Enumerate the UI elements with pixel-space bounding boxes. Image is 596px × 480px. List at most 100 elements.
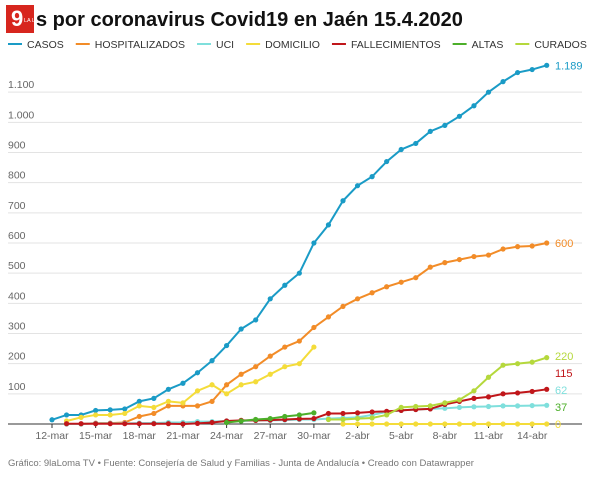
data-point (296, 338, 302, 344)
data-point (456, 397, 462, 403)
data-point (151, 395, 157, 401)
x-tick-label: 12-mar (35, 430, 69, 442)
x-tick-label: 27-mar (254, 430, 288, 442)
data-point (471, 103, 477, 109)
data-point (529, 388, 535, 395)
data-point (398, 404, 404, 411)
data-point (500, 246, 506, 252)
x-tick-label: 8-abr (433, 430, 458, 442)
data-point (354, 410, 361, 416)
legend-label: CURADOS (534, 39, 587, 51)
logo-box (6, 5, 34, 33)
data-point (209, 358, 215, 364)
data-point (413, 140, 419, 147)
data-point (151, 410, 157, 417)
legend-label: DOMICILIO (265, 39, 320, 51)
legend-label: ALTAS (472, 39, 504, 51)
data-point (325, 222, 332, 228)
data-point (224, 391, 230, 397)
data-point (253, 317, 259, 323)
data-point (500, 391, 506, 397)
data-point (485, 394, 492, 400)
data-point (427, 403, 433, 409)
data-point (544, 386, 550, 392)
data-point (136, 403, 142, 409)
data-point (267, 296, 273, 302)
y-tick-label: 400 (8, 290, 26, 302)
data-point (325, 416, 332, 423)
legend-label: HOSPITALIZADOS (95, 39, 185, 51)
end-label: 37 (555, 402, 567, 414)
data-point (500, 421, 506, 427)
data-point (529, 402, 535, 409)
data-point (544, 240, 550, 246)
data-point (224, 419, 230, 426)
data-point (311, 240, 317, 246)
data-point (354, 183, 361, 189)
data-point (384, 158, 390, 165)
data-point (340, 416, 346, 423)
data-point (354, 415, 361, 422)
y-tick-label: 1.000 (8, 109, 34, 121)
y-tick-label: 600 (8, 230, 26, 242)
legend-label: CASOS (27, 39, 64, 51)
data-point (165, 398, 171, 404)
data-point (107, 421, 113, 427)
data-point (194, 420, 201, 426)
data-point (456, 421, 462, 427)
data-point (267, 353, 273, 359)
data-point (209, 382, 215, 388)
x-tick-label: 24-mar (210, 430, 244, 442)
data-point (384, 412, 390, 418)
data-point (398, 279, 404, 285)
data-point (354, 421, 361, 427)
legend-label: UCI (216, 39, 234, 51)
y-tick-label: 800 (8, 170, 26, 182)
data-point (180, 421, 186, 427)
data-point (544, 421, 550, 427)
data-point (78, 421, 84, 427)
data-point (253, 416, 259, 423)
data-point (340, 410, 346, 417)
data-point (515, 390, 521, 396)
end-label: 600 (555, 238, 573, 250)
data-point (398, 146, 404, 153)
y-tick-label: 100 (8, 381, 26, 393)
data-point (93, 412, 99, 418)
data-point (238, 382, 244, 388)
data-point (369, 174, 375, 180)
data-point (369, 415, 375, 421)
data-point (136, 421, 142, 427)
data-point (413, 421, 419, 427)
data-point (427, 128, 433, 134)
data-point (544, 62, 550, 68)
x-tick-label: 11-abr (474, 430, 504, 442)
data-point (282, 364, 288, 370)
data-point (340, 303, 346, 309)
data-point (442, 400, 448, 406)
data-point (471, 395, 477, 401)
chart-title: s por coronavirus Covid19 en Jaén 15.4.2… (36, 9, 463, 31)
data-point (165, 386, 171, 392)
data-point (122, 406, 128, 412)
data-point (93, 407, 99, 414)
data-point (136, 398, 142, 404)
data-point (253, 364, 259, 370)
data-point (107, 412, 113, 418)
data-point (93, 421, 99, 427)
data-point (456, 404, 462, 411)
data-point (122, 421, 128, 427)
y-tick-label: 700 (8, 200, 26, 212)
data-point (515, 403, 521, 409)
data-point (442, 405, 448, 411)
data-point (442, 421, 448, 427)
data-point (471, 404, 477, 410)
data-point (296, 412, 302, 418)
x-tick-label: 30-mar (297, 430, 331, 442)
series-line (66, 242, 547, 425)
data-point (369, 409, 375, 415)
data-point (136, 413, 142, 420)
data-point (296, 270, 302, 276)
data-point (340, 198, 346, 204)
